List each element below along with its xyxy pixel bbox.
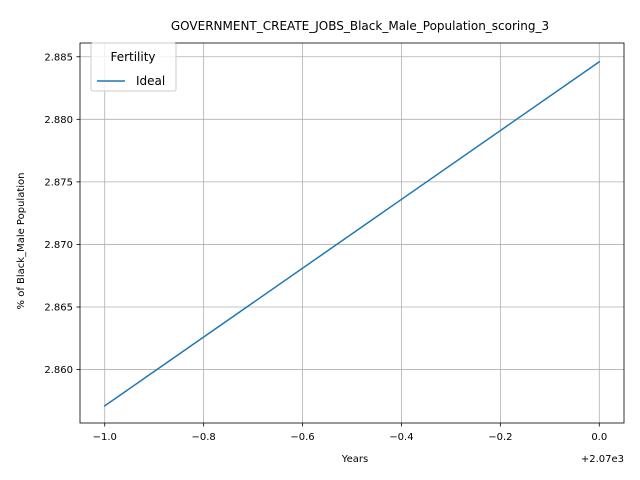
y-tick-label: 2.885 — [44, 52, 73, 63]
y-tick-label: 2.880 — [44, 115, 73, 126]
x-tick-label: −0.8 — [191, 432, 215, 443]
series-layer — [103, 60, 601, 407]
series-line-ideal — [103, 60, 601, 407]
legend: Fertility Ideal — [90, 42, 177, 92]
x-axis-label: Years — [341, 454, 368, 465]
y-tick-label: 2.860 — [44, 365, 73, 376]
y-axis-label: % of Black_Male Population — [16, 173, 27, 310]
legend-box — [90, 42, 177, 92]
x-axis-offset-label: +2.07e3 — [581, 454, 624, 465]
y-tick-label: 2.865 — [44, 303, 73, 314]
x-tick-label: −0.2 — [488, 432, 512, 443]
chart-title: GOVERNMENT_CREATE_JOBS_Black_Male_Popula… — [171, 19, 549, 33]
x-tick-label: 0.0 — [591, 432, 607, 443]
x-tick-label: −0.4 — [389, 432, 413, 443]
x-tick-label: −0.6 — [290, 432, 314, 443]
y-tick-label: 2.875 — [44, 177, 73, 188]
legend-label: Ideal — [136, 74, 165, 88]
plot-frame — [79, 42, 625, 424]
x-tick-label: −1.0 — [93, 432, 117, 443]
axis-ticks: −1.0 −0.8 −0.6 −0.4 −0.2 0.0 2.860 2.865 2.870 2.… — [44, 52, 607, 443]
legend-title: Fertility — [110, 50, 155, 64]
y-tick-label: 2.870 — [44, 240, 73, 251]
